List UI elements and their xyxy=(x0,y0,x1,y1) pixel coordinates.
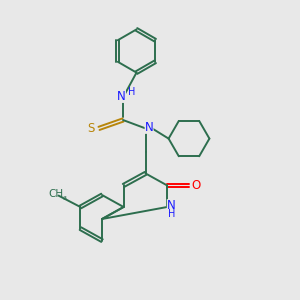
Text: ₃: ₃ xyxy=(62,192,67,202)
Text: N: N xyxy=(167,199,176,212)
Text: CH: CH xyxy=(49,189,64,200)
Text: H: H xyxy=(168,208,175,219)
Text: H: H xyxy=(128,87,135,97)
Text: O: O xyxy=(191,179,200,192)
Text: S: S xyxy=(87,122,94,135)
Text: N: N xyxy=(145,121,154,134)
Text: N: N xyxy=(117,90,126,103)
